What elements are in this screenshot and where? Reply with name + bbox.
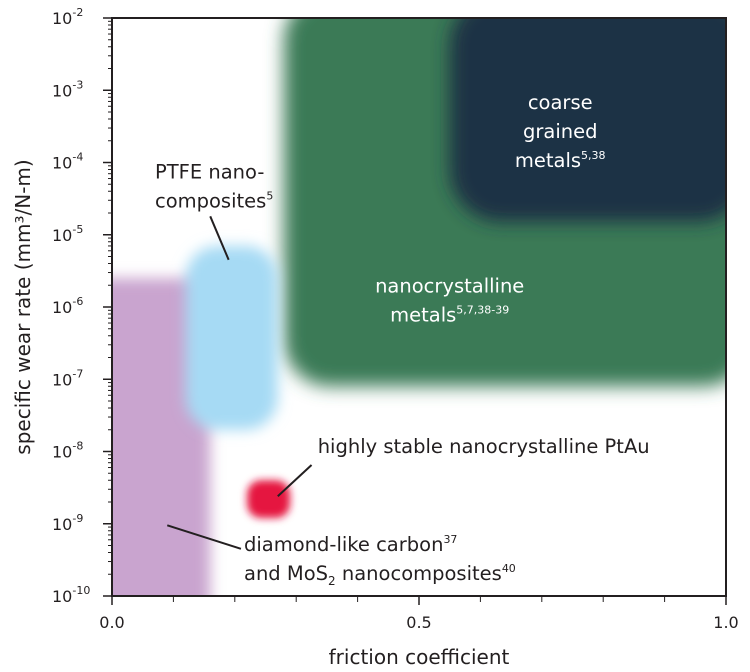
x-tick-label: 0.0 [99,613,124,632]
y-axis: 10-2 10-3 10-4 10-5 10-6 10-7 10-8 10-9 10-10 [52,6,112,606]
label-coarse: coarse grained metals5,38 [515,91,606,172]
leader-line-layer [166,215,313,550]
y-tick-label: 10-4 [52,151,83,173]
y-axis-title: specific wear rate (mm³/N-m) [11,159,35,454]
ptfe-leader [209,215,230,261]
region-coarse [449,18,726,223]
y-tick-label: 10-6 [52,295,83,317]
y-tick-label: 10-2 [52,6,83,28]
dlc-leader [166,524,242,550]
region-label-layer: nanocrystalline metals5,7,38-39 coarse grai… [155,91,650,588]
region-ptau [247,480,291,519]
label-ptau: highly stable nanocrystalline PtAu [318,435,650,458]
label-dlc: diamond-like carbon37 and MoS2 nanocompos… [244,533,516,588]
x-tick-label: 1.0 [713,613,738,632]
y-tick-label: 10-10 [52,584,90,606]
region-layer [112,18,726,596]
y-tick-label: 10-9 [52,512,83,534]
region-ptfe [185,245,278,430]
y-tick-label: 10-5 [52,223,83,245]
y-tick-label: 10-3 [52,78,83,100]
region-dlc [112,278,211,596]
x-axis-title: friction coefficient [329,645,510,669]
label-ptfe: PTFE nano-composites5 [155,161,273,213]
label-nanocrystalline: nanocrystalline metals5,7,38-39 [375,274,524,326]
y-tick-label: 10-8 [52,440,83,462]
x-tick-label: 0.5 [406,613,431,632]
x-axis: 0.0 0.5 1.0 [99,596,739,632]
ptau-leader [277,464,313,498]
y-tick-label: 10-7 [52,367,83,389]
